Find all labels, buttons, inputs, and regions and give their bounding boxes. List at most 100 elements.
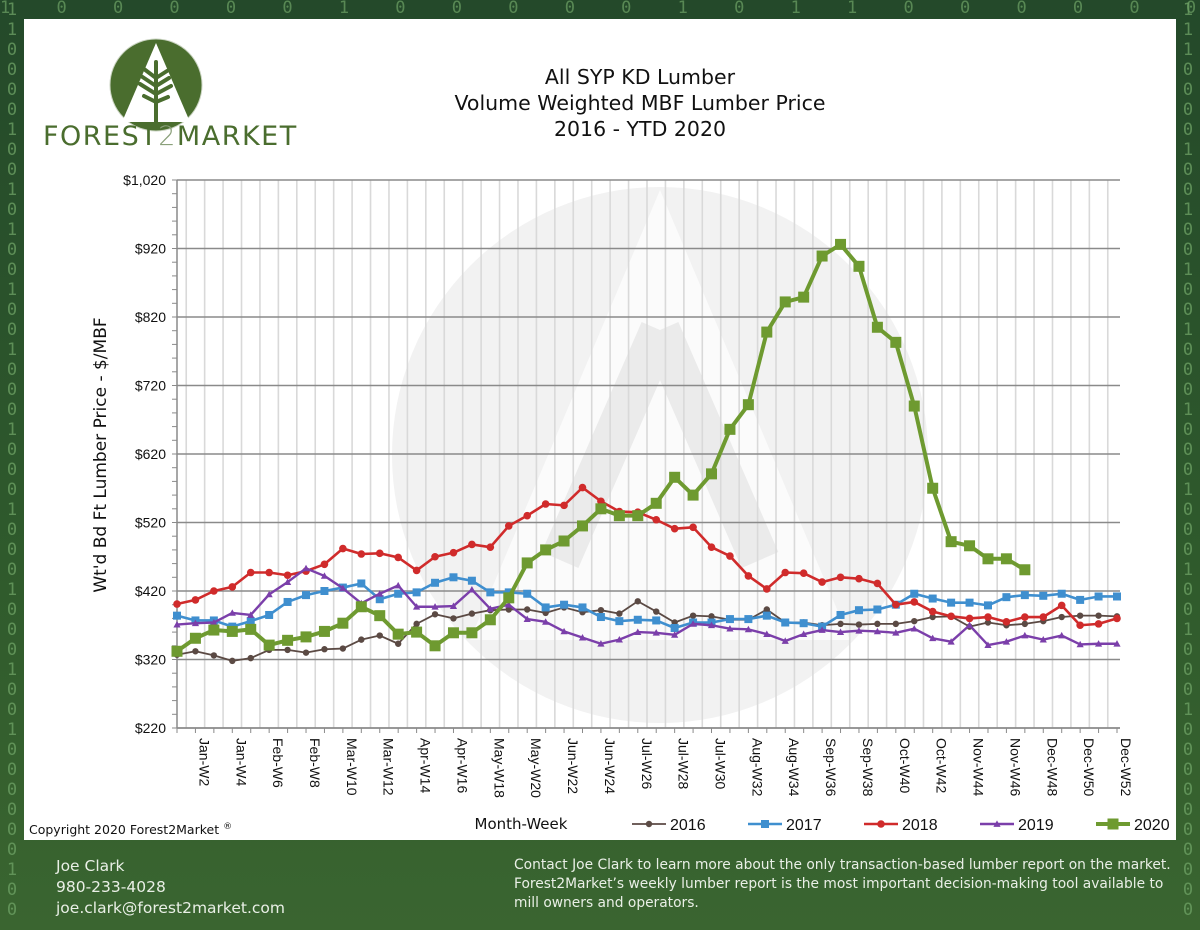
data-point	[1002, 618, 1011, 626]
legend-label: 2018	[902, 817, 938, 834]
data-point	[247, 654, 254, 662]
data-point	[504, 522, 513, 530]
data-point	[191, 619, 200, 627]
data-point	[929, 613, 936, 621]
data-point	[503, 592, 515, 604]
data-point	[392, 628, 404, 640]
data-point	[983, 601, 992, 610]
data-point	[394, 581, 402, 589]
data-point	[762, 611, 771, 620]
data-point	[339, 544, 347, 553]
data-point	[1076, 621, 1084, 630]
data-point	[283, 597, 292, 606]
blurb-line: Contact Joe Clark to learn more about th…	[514, 857, 1171, 873]
x-tick-label: Mar-W10	[344, 738, 360, 796]
contact-email[interactable]: joe.clark@forest2market.com	[56, 899, 285, 917]
data-point	[468, 540, 476, 549]
data-point	[597, 640, 605, 647]
data-point	[632, 510, 644, 522]
data-point	[282, 634, 294, 646]
data-point	[993, 820, 1001, 827]
data-point	[1076, 640, 1084, 648]
contact-name: Joe Clark	[56, 857, 125, 875]
data-point	[412, 566, 421, 575]
data-point	[613, 510, 625, 522]
copyright-text: Copyright 2020 Forest2Market	[29, 822, 220, 838]
data-point	[645, 820, 653, 828]
data-point	[265, 610, 274, 619]
data-point	[339, 645, 347, 652]
x-tick-label: Sep-W36	[823, 738, 839, 797]
data-point	[799, 569, 808, 577]
data-point	[245, 623, 257, 635]
x-tick-label: Nov-W44	[971, 738, 987, 797]
data-point	[615, 617, 624, 626]
x-tick-label: Jul-W26	[639, 738, 655, 790]
data-point	[302, 564, 310, 572]
data-point	[1021, 631, 1029, 639]
data-point	[853, 260, 865, 272]
data-point	[191, 596, 200, 604]
y-tick-labels: $220 $320 $420 $520 $620 $720 $820 $920 $1,020	[123, 172, 166, 736]
data-point	[763, 606, 771, 613]
data-point	[578, 603, 587, 612]
data-point	[505, 601, 513, 608]
data-point	[189, 632, 201, 644]
data-point	[226, 625, 238, 637]
data-point	[1095, 612, 1102, 619]
data-point	[781, 568, 790, 577]
data-point	[173, 611, 181, 620]
data-point	[283, 578, 292, 585]
data-point	[908, 400, 920, 412]
data-point	[375, 549, 384, 558]
x-tick-label: May-W20	[528, 738, 544, 798]
data-point	[449, 602, 458, 609]
data-point	[1020, 591, 1029, 600]
x-tick-label: Oct-W40	[897, 738, 913, 793]
forest2market-logo	[109, 38, 203, 132]
data-point	[1057, 601, 1066, 610]
data-point	[744, 572, 753, 580]
data-point	[965, 614, 974, 623]
data-point	[1113, 592, 1121, 601]
data-point	[1039, 591, 1048, 600]
data-point	[726, 625, 734, 632]
y-tick-label: $720	[135, 378, 166, 394]
data-point	[653, 608, 660, 615]
copyright-notice: Copyright 2020 Forest2Market ®	[29, 822, 232, 837]
data-point	[413, 620, 420, 628]
data-point	[818, 578, 826, 586]
data-point	[910, 625, 918, 632]
data-point	[965, 598, 974, 607]
contact-phone[interactable]: 980-233-4028	[56, 878, 166, 896]
data-point	[578, 633, 587, 641]
data-point	[615, 636, 623, 643]
data-point	[724, 423, 736, 435]
data-point	[947, 612, 955, 621]
data-point	[927, 482, 939, 494]
axes	[172, 179, 1120, 733]
data-point	[376, 632, 383, 639]
data-point	[1057, 589, 1066, 598]
series-line-2017	[176, 575, 1117, 630]
data-point	[173, 600, 181, 608]
data-point	[836, 610, 845, 619]
data-point	[357, 550, 366, 558]
data-point	[947, 638, 955, 645]
data-point	[761, 326, 773, 338]
data-point	[523, 589, 532, 598]
data-point	[1094, 620, 1103, 628]
data-point	[486, 588, 495, 597]
data-point	[982, 553, 994, 565]
data-point	[542, 618, 550, 625]
data-point	[1094, 640, 1103, 647]
x-tick-label: Apr-W16	[454, 738, 470, 793]
data-point	[744, 615, 753, 624]
x-tick-label: Jul-W30	[713, 738, 729, 790]
x-tick-label: Jun-W22	[565, 738, 581, 794]
data-point	[394, 589, 403, 598]
data-point	[763, 630, 771, 638]
data-point	[468, 586, 476, 593]
data-point	[394, 640, 402, 647]
